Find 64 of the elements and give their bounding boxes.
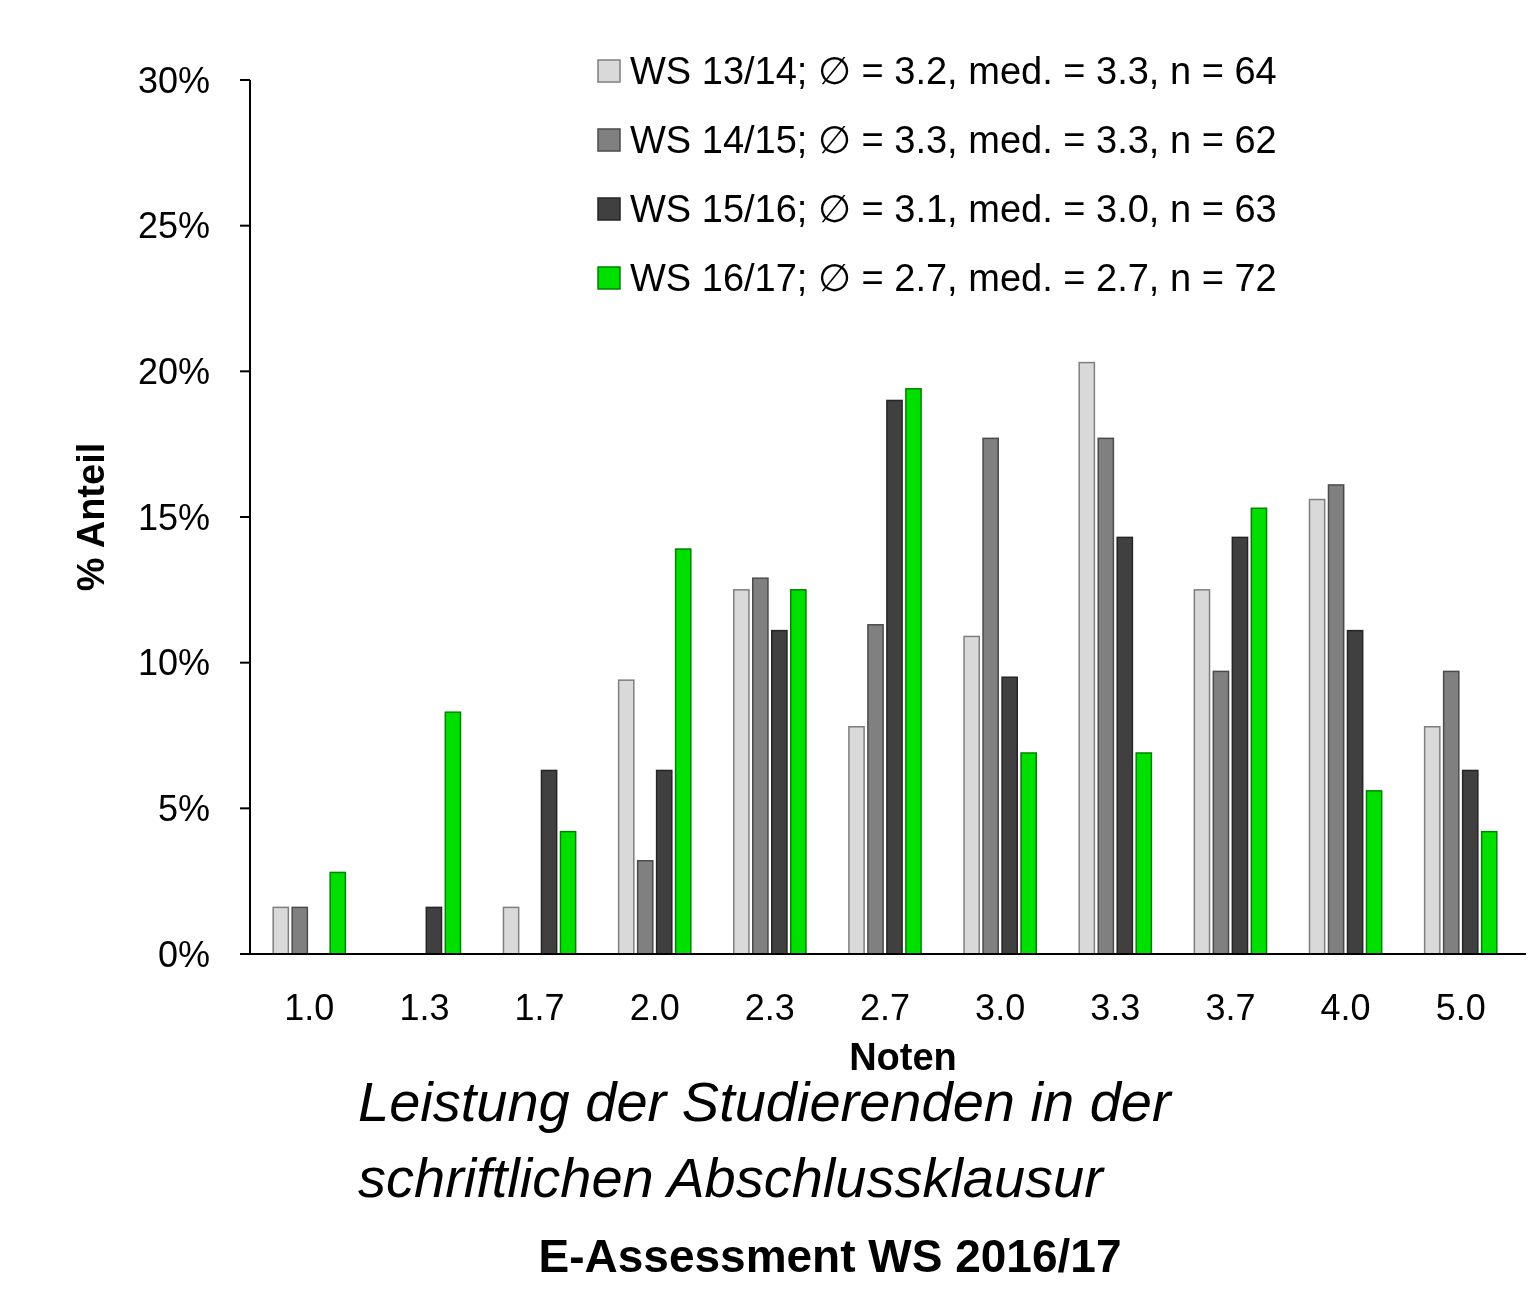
bar: [733, 589, 750, 955]
bar: [291, 906, 309, 955]
bar: [905, 388, 922, 955]
bar: [771, 629, 788, 955]
legend-label: WS 15/16; ∅ = 3.1, med. = 3.0, n = 63: [630, 188, 1277, 231]
bar: [502, 906, 520, 955]
x-tick-label: 1.0: [284, 987, 335, 1028]
x-tick-label: 3.7: [1205, 987, 1256, 1028]
bar: [1442, 670, 1460, 955]
bar: [1231, 536, 1249, 955]
y-axis-title: % Anteil: [70, 442, 112, 592]
y-tick-label: 15%: [137, 496, 210, 538]
x-tick-label: 3.0: [975, 987, 1026, 1028]
bar: [636, 860, 654, 955]
bar: [1423, 726, 1441, 955]
bar: [1461, 769, 1479, 955]
bar: [1135, 752, 1153, 955]
bar: [886, 399, 903, 955]
bar: [1327, 484, 1345, 955]
y-tick-label: 10%: [137, 642, 210, 684]
bar: [444, 711, 462, 955]
bar: [1020, 752, 1037, 955]
bar: [982, 437, 999, 955]
x-tick-label: 2.0: [629, 987, 680, 1028]
bar: [963, 635, 980, 955]
bar: [752, 577, 769, 955]
x-tick-label: 1.7: [514, 987, 565, 1028]
y-tick-label: 0%: [157, 933, 210, 975]
bar: [617, 679, 635, 955]
bar: [674, 548, 692, 955]
x-tick-label: 2.3: [744, 987, 795, 1028]
bar: [1078, 361, 1096, 955]
bar: [1250, 507, 1268, 955]
x-tick-label: 1.3: [399, 987, 450, 1028]
x-tick-label: 4.0: [1320, 987, 1371, 1028]
legend-label: WS 16/17; ∅ = 2.7, med. = 2.7, n = 72: [630, 257, 1277, 300]
y-tick-label: 5%: [157, 787, 210, 829]
bar: [655, 769, 673, 955]
bar: [1346, 629, 1364, 955]
bar: [329, 871, 347, 955]
y-tick-label: 20%: [137, 350, 210, 392]
bar: [1308, 498, 1326, 955]
bar: [1193, 589, 1211, 955]
legend-label: WS 14/15; ∅ = 3.3, med. = 3.3, n = 62: [630, 119, 1277, 162]
bar: [272, 906, 290, 955]
bar: [1097, 437, 1115, 955]
x-tick-label: 5.0: [1435, 987, 1486, 1028]
bar: [1212, 670, 1230, 955]
bar: [540, 769, 558, 955]
bar: [1001, 676, 1018, 955]
text: E-Assessment WS 2016/17: [538, 1230, 1122, 1282]
x-tick-label: 3.3: [1090, 987, 1141, 1028]
bar: [425, 906, 443, 955]
bar: [848, 726, 865, 955]
bar: [790, 589, 807, 955]
bar: [1480, 830, 1498, 955]
bar: [1365, 790, 1383, 955]
bar: [1116, 536, 1134, 955]
y-tick-label: 25%: [137, 205, 210, 247]
x-tick-label: 2.7: [859, 987, 911, 1028]
bar: [867, 624, 884, 955]
legend-label: WS 13/14; ∅ = 3.2, med. = 3.3, n = 64: [630, 50, 1277, 93]
y-tick-label: 30%: [137, 59, 210, 101]
bar: [559, 830, 577, 955]
